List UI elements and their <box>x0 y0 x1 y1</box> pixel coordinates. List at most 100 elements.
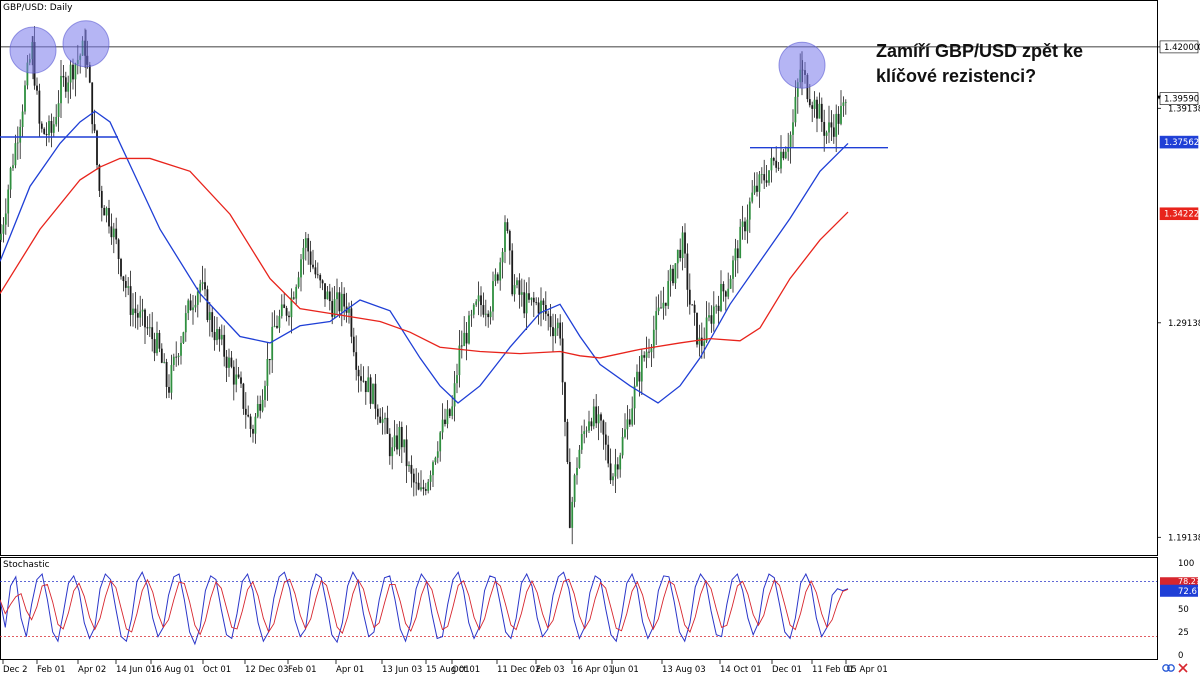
candle-body <box>16 142 19 144</box>
candle-body <box>501 251 504 263</box>
candle-body <box>832 127 835 137</box>
stochastic-value-box-red <box>1160 577 1198 586</box>
candle-body <box>194 304 197 308</box>
candle-body <box>535 302 538 304</box>
price-label-box <box>1159 207 1199 221</box>
candle-body <box>165 361 168 387</box>
candle-body <box>134 308 137 314</box>
candle-body <box>763 174 766 181</box>
candle-body <box>88 64 91 83</box>
candle-body <box>427 481 430 491</box>
candle-body <box>100 190 103 208</box>
date-tick-label: 13 Aug 03 <box>662 665 706 675</box>
candle-body <box>566 421 569 462</box>
candle-body <box>316 274 319 276</box>
candle-body <box>571 501 574 528</box>
candle-body <box>372 383 374 404</box>
candle-body <box>715 305 718 307</box>
candle-body <box>518 280 521 295</box>
candle-body <box>244 408 247 415</box>
candle-body <box>0 233 2 240</box>
candle-body <box>369 377 372 404</box>
candle-body <box>672 268 674 284</box>
candle-body <box>412 473 415 483</box>
candle-body <box>573 475 576 502</box>
price-tick-label: 1.29138 <box>1168 319 1200 329</box>
candle-body <box>136 313 139 318</box>
candle-body <box>482 305 485 315</box>
date-tick-label: Oct 01 <box>452 665 480 675</box>
candle-body <box>645 351 648 358</box>
candle-body <box>331 301 334 317</box>
link-icon[interactable] <box>1162 664 1175 672</box>
candle-body <box>235 374 238 385</box>
candle-body <box>120 259 122 277</box>
candle-body <box>492 281 494 312</box>
candle-body <box>825 132 828 136</box>
candle-body <box>590 421 593 427</box>
candle-body <box>746 219 749 232</box>
candle-body <box>367 377 370 393</box>
candle-body <box>242 383 245 409</box>
candle-body <box>698 337 701 345</box>
candle-body <box>261 399 264 411</box>
candle-body <box>259 403 262 411</box>
candle-body <box>405 439 408 467</box>
candle-body <box>583 431 586 435</box>
candle-body <box>208 312 211 320</box>
date-tick-label: 11 Dec 02 <box>497 665 540 675</box>
candle-body <box>153 339 156 354</box>
candle-body <box>360 376 362 381</box>
candle-body <box>283 304 286 308</box>
candle-body <box>254 416 257 434</box>
candle-body <box>648 351 650 353</box>
candle-body <box>218 329 221 340</box>
candle-body <box>722 283 725 292</box>
candle-body <box>592 406 595 427</box>
candle-body <box>276 325 278 328</box>
candle-body <box>530 297 533 300</box>
date-tick-label: 15 Aug 01 <box>426 665 470 675</box>
candle-body <box>338 292 341 312</box>
candle-body <box>760 174 763 175</box>
close-icon[interactable] <box>1178 663 1188 673</box>
candle-body <box>736 248 739 258</box>
candle-body <box>549 316 552 328</box>
moving-averages <box>0 110 849 404</box>
candle-body <box>124 281 127 288</box>
candle-body <box>744 221 746 232</box>
candle-body <box>669 268 672 282</box>
stochastic-value-blue: 72.67 <box>1178 587 1200 597</box>
candle-body <box>151 327 154 340</box>
candle-body <box>602 420 605 435</box>
candle-body <box>319 274 322 281</box>
candle-body <box>182 332 185 343</box>
candle-body <box>513 285 516 295</box>
candle-body <box>220 334 223 340</box>
candle-body <box>230 357 233 367</box>
candle-body <box>36 85 38 91</box>
candle-body <box>266 358 269 386</box>
candle-body <box>813 99 816 109</box>
candle-body <box>636 371 638 386</box>
candle-body <box>139 311 142 318</box>
candle-body <box>484 313 487 315</box>
candle-body <box>146 327 149 329</box>
candle-body <box>472 304 475 315</box>
candle-body <box>228 357 230 368</box>
candle-body <box>434 457 437 463</box>
stochastic-tick-label: 50 <box>1178 605 1189 615</box>
stochastic-k-line <box>0 571 849 646</box>
candle-body <box>268 358 271 361</box>
candle-body <box>568 461 571 528</box>
candle-body <box>537 302 540 314</box>
price-label-box <box>1159 135 1199 149</box>
candle-body <box>26 62 29 86</box>
candle-body <box>216 329 218 341</box>
stochastic-label: Stochastic <box>3 560 50 570</box>
candle-body <box>189 300 192 311</box>
candle-body <box>96 130 98 166</box>
candle-body <box>326 291 329 300</box>
price-label-box <box>1159 92 1199 105</box>
candle-body <box>528 293 530 300</box>
